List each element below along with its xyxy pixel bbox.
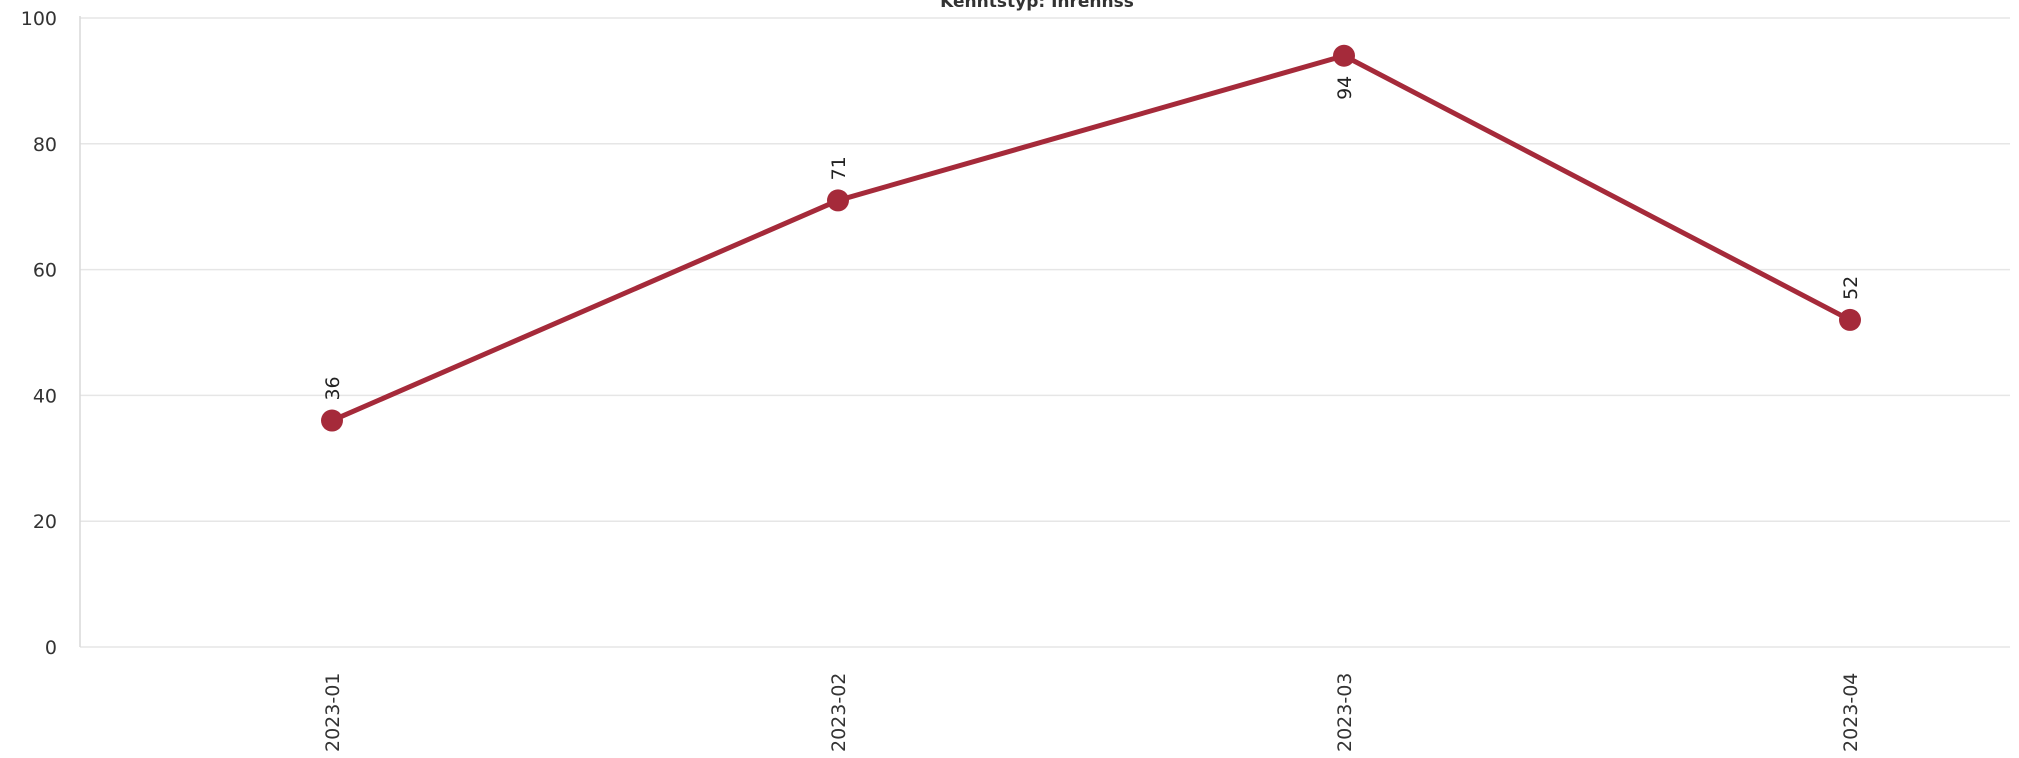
y-tick-label: 100 — [21, 8, 57, 30]
grid-lines — [80, 17, 2010, 648]
y-tick-label: 20 — [33, 511, 57, 533]
data-label: 71 — [828, 156, 850, 180]
y-tick-label: 80 — [33, 134, 57, 156]
y-tick-label: 60 — [33, 260, 57, 282]
y-tick-label: 0 — [45, 637, 57, 659]
series-layer — [321, 44, 1861, 432]
data-point[interactable] — [1333, 44, 1355, 67]
x-tick-label: 2023-03 — [1334, 673, 1356, 752]
data-label: 52 — [1840, 276, 1862, 300]
x-tick-label: 2023-02 — [828, 673, 850, 752]
chart-title: Kenntstyp: Inrennss — [940, 0, 1134, 12]
data-point[interactable] — [827, 189, 849, 212]
data-point[interactable] — [1839, 308, 1861, 331]
x-tick-label: 2023-01 — [322, 673, 344, 752]
data-point[interactable] — [321, 409, 343, 432]
data-label: 94 — [1334, 76, 1356, 100]
data-label: 36 — [322, 376, 344, 400]
y-tick-label: 40 — [33, 385, 57, 407]
labels-layer: 0 20 40 60 80 100 2023-01 2023-02 2023-03 2023-04… — [21, 8, 1862, 752]
series-line — [329, 53, 1853, 424]
x-tick-label: 2023-04 — [1840, 673, 1862, 752]
